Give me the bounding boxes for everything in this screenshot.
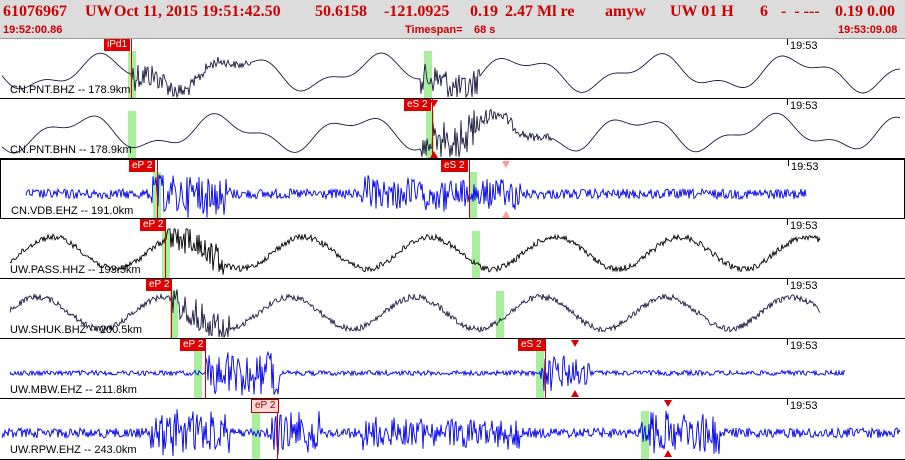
trace-line <box>1 52 901 98</box>
channel-label: CN.PNT.BHN -- 178.9km <box>10 144 132 156</box>
pick-line <box>545 339 546 398</box>
channel-label: UW.PASS.HHZ -- 193.5km <box>10 264 141 276</box>
pick-window-band <box>424 51 432 98</box>
event-phase-count: 6 <box>760 3 768 20</box>
phase-pick-label[interactable]: eS 2 <box>404 99 431 111</box>
amplitude-marker-up-icon <box>502 211 510 218</box>
pick-window-band <box>170 291 178 338</box>
event-lat: 50.6158 <box>315 3 367 20</box>
minute-label: 19:53 <box>790 40 818 52</box>
amplitude-marker-down-icon <box>664 400 672 407</box>
timespan-label: Timespan= <box>405 24 463 36</box>
waveform-panel[interactable]: eP 2 19:53 UW.PASS.HHZ -- 193.5km <box>0 219 905 279</box>
pick-line <box>157 160 158 218</box>
minute-label: 19:53 <box>791 161 819 173</box>
pick-window-band <box>496 291 504 338</box>
trace-line <box>25 174 807 218</box>
amplitude-marker-down-icon <box>502 161 510 168</box>
minute-tick <box>787 219 788 225</box>
pick-window-band <box>128 111 136 158</box>
minute-tick <box>787 279 788 285</box>
event-header: 61076967 UW Oct 11, 2015 19:51:42.50 50.… <box>0 0 905 39</box>
timespan-value: 68 s <box>474 24 496 36</box>
event-datetime: Oct 11, 2015 19:51:42.50 <box>114 3 281 20</box>
event-network: UW <box>85 3 113 20</box>
event-depth: 0.19 <box>470 3 498 20</box>
phase-pick-label[interactable]: iPd1 <box>104 39 131 51</box>
amplitude-marker-down-icon <box>571 340 579 347</box>
seismogram-trace <box>9 350 846 396</box>
pick-line <box>432 99 433 158</box>
phase-pick-label[interactable]: eP 2 <box>129 160 156 172</box>
waveform-panel[interactable]: eP 2 19:53 UW.RPW.EHZ -- 243.0km <box>0 399 905 460</box>
trace-line <box>1 108 901 158</box>
minute-tick <box>787 39 788 45</box>
trace-line <box>9 350 846 396</box>
event-analyst: amyw <box>605 3 646 20</box>
event-rms: 0.19 0.00 <box>835 3 895 20</box>
end-time: 19:53:09.08 <box>838 24 898 36</box>
pick-line <box>165 219 166 278</box>
seismogram-trace <box>1 52 901 98</box>
seismogram-trace <box>9 228 821 275</box>
trace-line <box>9 228 821 275</box>
phase-pick-label[interactable]: eP 2 <box>180 339 207 351</box>
waveform-panel[interactable]: iPd1 19:53 CN.PNT.BHZ -- 178.9km <box>0 39 905 99</box>
pick-line <box>469 160 470 218</box>
phase-pick-label[interactable]: eP 2 <box>140 219 167 231</box>
pick-window-band <box>641 411 649 459</box>
seismogram-trace <box>25 174 807 218</box>
phase-pick-label[interactable]: eP 2 <box>251 399 280 413</box>
waveform-panel[interactable]: eS 2 19:53 CN.PNT.BHN -- 178.9km <box>0 99 905 159</box>
channel-label: CN.VDB.EHZ -- 191.0km <box>11 205 134 217</box>
minute-tick <box>788 160 789 166</box>
amplitude-marker-up-icon <box>430 151 438 158</box>
waveform-panel[interactable]: eP 2 eS 2 19:53 CN.VDB.EHZ -- 191.0km <box>0 159 905 219</box>
channel-label: UW.SHUK.BHZ -- 200.5km <box>10 324 143 336</box>
minute-label: 19:53 <box>790 100 818 112</box>
amplitude-marker-up-icon <box>571 390 579 397</box>
minute-tick <box>787 339 788 345</box>
trace-line <box>1 409 901 457</box>
minute-tick <box>787 399 788 405</box>
minute-label: 19:53 <box>790 280 818 292</box>
event-source: UW 01 H <box>670 3 734 20</box>
pick-window-band <box>162 231 170 278</box>
minute-label: 19:53 <box>790 400 818 412</box>
seismogram-trace <box>1 409 901 457</box>
waveform-panels[interactable]: iPd1 19:53 CN.PNT.BHZ -- 178.9km eS 2 19:53 C… <box>0 39 905 460</box>
trace-line <box>9 289 821 338</box>
minute-label: 19:53 <box>790 340 818 352</box>
channel-label: UW.RPW.EHZ -- 243.0km <box>10 444 137 456</box>
channel-label: UW.MBW.EHZ -- 211.8km <box>10 384 137 396</box>
waveform-panel[interactable]: eP 2 eS 2 19:53 UW.MBW.EHZ -- 211.8km <box>0 339 905 399</box>
waveform-panel[interactable]: eP 2 19:53 UW.SHUK.BHZ -- 200.5km <box>0 279 905 339</box>
channel-label: CN.PNT.BHZ -- 178.9km <box>10 84 131 96</box>
pick-line <box>131 39 132 98</box>
amplitude-marker-down-icon <box>430 100 438 107</box>
pick-window-band <box>426 111 434 158</box>
phase-pick-label[interactable]: eS 2 <box>518 339 545 351</box>
pick-line <box>277 399 278 459</box>
event-lon: -121.0925 <box>384 3 450 20</box>
event-dashes: - - --- <box>781 3 820 20</box>
seismogram-trace <box>9 289 821 338</box>
minute-label: 19:53 <box>790 220 818 232</box>
start-time: 19:52:00.86 <box>3 24 63 36</box>
pick-window-band <box>472 231 480 278</box>
minute-tick <box>787 99 788 105</box>
pick-line <box>171 279 172 338</box>
event-id: 61076967 <box>3 3 67 20</box>
seismogram-trace <box>1 108 901 158</box>
amplitude-marker-up-icon <box>664 450 672 457</box>
event-magnitude: 2.47 Ml re <box>505 3 575 20</box>
pick-line <box>205 339 206 398</box>
phase-pick-label[interactable]: eP 2 <box>146 279 173 291</box>
phase-pick-label[interactable]: eS 2 <box>441 160 468 172</box>
event-summary-line: 61076967 UW Oct 11, 2015 19:51:42.50 50.… <box>0 3 905 21</box>
